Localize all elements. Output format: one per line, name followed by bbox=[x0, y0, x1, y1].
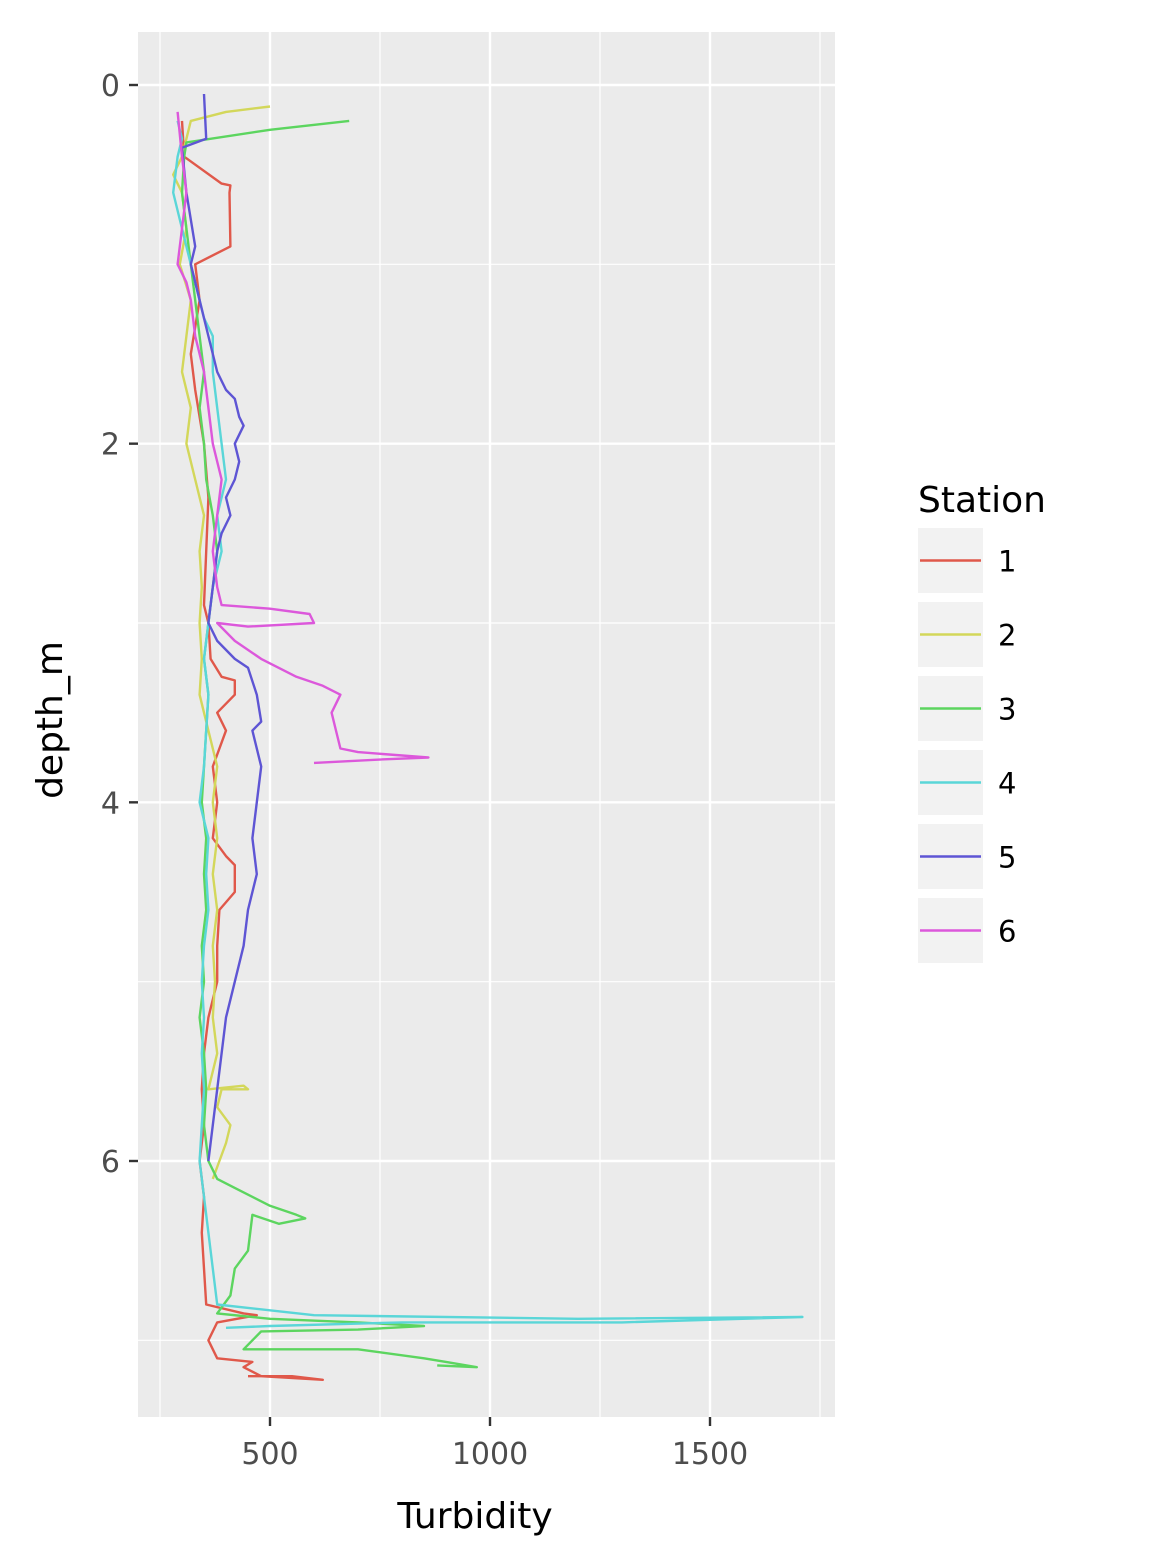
series-lines bbox=[171, 93, 804, 1382]
plot-panel bbox=[138, 32, 835, 1417]
legend-label-2: 2 bbox=[998, 619, 1016, 653]
legend-label-1: 1 bbox=[998, 545, 1016, 579]
y-axis-title: depth_m bbox=[30, 641, 71, 799]
series-line-station-1 bbox=[180, 120, 324, 1382]
y-tick-label: 6 bbox=[101, 1145, 120, 1180]
y-tick-label: 2 bbox=[101, 428, 120, 463]
y-axis: 0 2 4 6 bbox=[101, 69, 138, 1180]
grid-minor bbox=[138, 32, 835, 1417]
legend-label-5: 5 bbox=[998, 841, 1016, 875]
x-tick-label: 1500 bbox=[672, 1437, 748, 1472]
x-axis: 500 1000 1500 bbox=[241, 1417, 748, 1472]
x-tick-label: 1000 bbox=[452, 1437, 528, 1472]
grid-major bbox=[138, 32, 835, 1417]
legend-label-6: 6 bbox=[998, 915, 1016, 949]
series-line-station-6 bbox=[176, 111, 430, 765]
x-axis-title: Turbidity bbox=[396, 1496, 552, 1537]
y-tick-label: 0 bbox=[101, 69, 120, 104]
legend-label-3: 3 bbox=[998, 693, 1016, 727]
x-tick-label: 500 bbox=[241, 1437, 298, 1472]
legend: Station 1 2 3 4 5 6 bbox=[918, 480, 1046, 963]
y-tick-label: 4 bbox=[101, 786, 120, 821]
legend-label-4: 4 bbox=[998, 767, 1016, 801]
legend-title: Station bbox=[918, 480, 1046, 521]
